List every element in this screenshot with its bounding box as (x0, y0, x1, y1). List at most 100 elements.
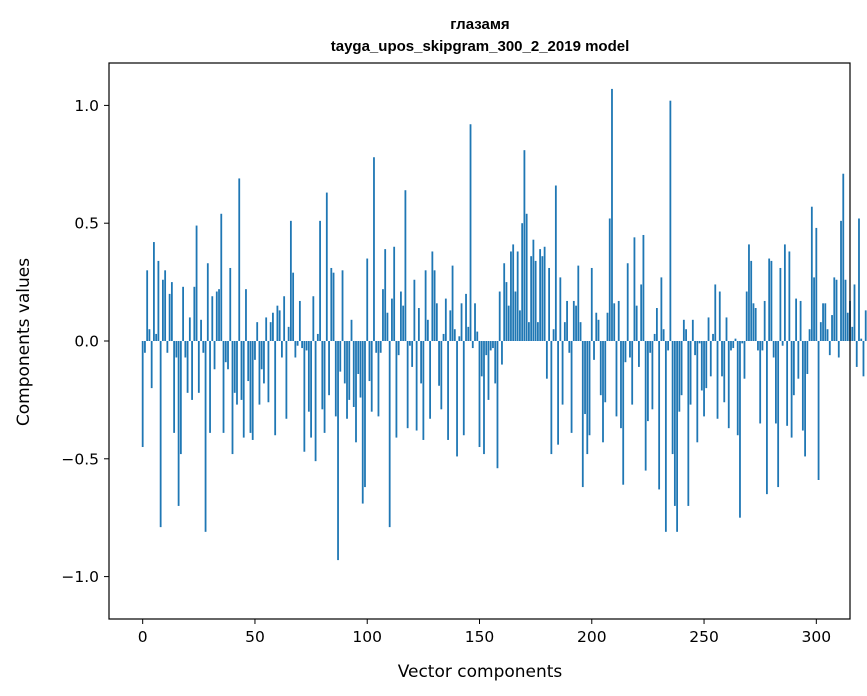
bar (725, 317, 728, 341)
bar (442, 333, 445, 341)
bar (532, 239, 535, 341)
bar (514, 291, 517, 341)
bar (460, 303, 463, 341)
bar (294, 341, 297, 358)
bar (775, 341, 777, 424)
bar (808, 329, 811, 341)
bar (272, 312, 274, 341)
bar (471, 341, 474, 349)
bar (694, 341, 696, 356)
bar (498, 291, 501, 341)
bar (289, 220, 292, 341)
bar (792, 341, 795, 396)
bar (298, 300, 301, 341)
bar (227, 341, 229, 370)
bar (815, 227, 818, 341)
bar (552, 329, 555, 341)
bar (323, 341, 326, 433)
bar (736, 341, 739, 436)
bar (844, 279, 847, 341)
bar (213, 341, 216, 370)
bar (435, 303, 438, 341)
bar (424, 270, 427, 341)
y-tick-label: 1.0 (74, 97, 99, 115)
bar (202, 341, 205, 353)
bar (456, 341, 458, 457)
bar (786, 341, 789, 426)
bar (209, 341, 211, 433)
bar (685, 329, 687, 341)
bar (393, 246, 396, 341)
bar (714, 284, 717, 341)
bar (480, 341, 483, 377)
bar (438, 341, 440, 386)
bar (624, 341, 627, 363)
bar (175, 341, 178, 358)
bar (723, 341, 726, 403)
bar (734, 338, 737, 341)
bar (400, 291, 402, 341)
bar (536, 322, 539, 341)
bar (218, 289, 220, 341)
bar (667, 341, 670, 351)
y-axis-label: Components values (14, 258, 34, 426)
bar (505, 282, 508, 341)
bar (831, 315, 833, 341)
bar (238, 178, 241, 341)
y-tick-label: −0.5 (61, 450, 99, 468)
bar (770, 260, 773, 341)
bar (458, 336, 461, 341)
bar (173, 341, 176, 433)
bar (254, 341, 256, 360)
bar (483, 341, 485, 455)
bar (595, 312, 598, 341)
bar (528, 322, 530, 341)
bar (572, 300, 575, 341)
bar (265, 317, 268, 341)
bar (597, 319, 600, 341)
bar (487, 341, 490, 400)
bar (316, 333, 319, 341)
x-tick-label: 100 (352, 628, 382, 646)
bar (242, 341, 245, 438)
bar (186, 341, 189, 393)
bar (200, 319, 202, 341)
bar (388, 341, 391, 528)
bar (543, 246, 546, 341)
bar (319, 220, 321, 341)
x-tick-label: 150 (465, 628, 495, 646)
bar (337, 341, 339, 561)
bar (757, 341, 759, 351)
bar (159, 341, 162, 528)
bar (579, 322, 582, 341)
x-tick-label: 200 (577, 628, 607, 646)
bar (768, 258, 771, 341)
bar (617, 300, 620, 341)
bar (730, 341, 732, 351)
bar (554, 185, 557, 341)
bar (469, 124, 472, 341)
bar (361, 341, 364, 504)
bar (168, 293, 171, 341)
bar (691, 319, 694, 341)
x-tick-label: 250 (689, 628, 719, 646)
bar (240, 341, 243, 400)
bar (224, 341, 227, 363)
bar (269, 322, 272, 341)
bar (411, 341, 414, 367)
y-axis-ticks: −1.0 −0.5 0.0 0.5 1.0 (61, 97, 109, 586)
bar (620, 341, 622, 429)
bar (492, 341, 494, 349)
bar (231, 341, 234, 455)
bar (334, 341, 337, 417)
bar (631, 341, 634, 405)
bar (451, 265, 454, 341)
bar (415, 341, 418, 431)
bar (575, 305, 577, 341)
bar (817, 341, 820, 480)
bar (858, 218, 860, 341)
bar (763, 300, 766, 341)
bar (177, 341, 180, 506)
bar (489, 341, 492, 351)
y-tick-label: −1.0 (61, 568, 99, 586)
